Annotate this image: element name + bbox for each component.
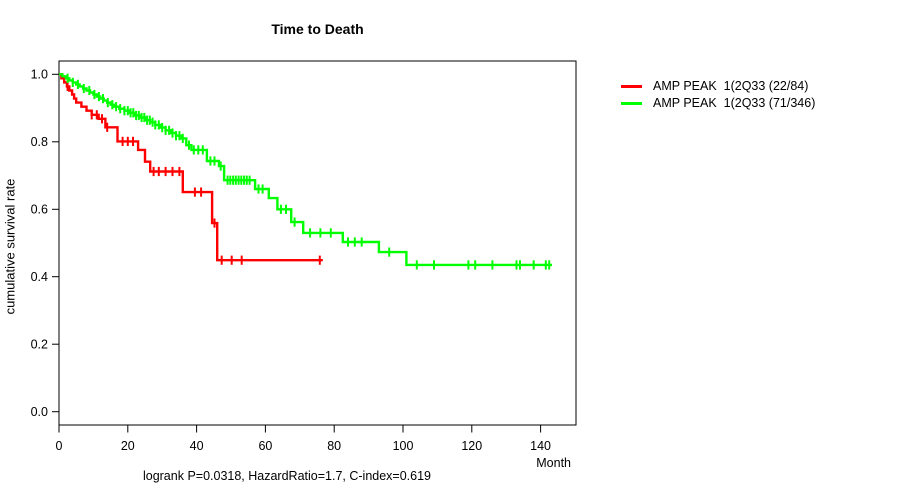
legend: AMP PEAK 1(2Q33 (22/84) AMP PEAK 1(2Q33 … <box>621 79 815 110</box>
x-axis-tick-label: 100 <box>393 439 414 453</box>
x-axis-tick-label: 40 <box>190 439 204 453</box>
y-axis-tick-label: 1.0 <box>31 68 48 82</box>
x-axis-tick-label: 80 <box>327 439 341 453</box>
legend-label-group1: AMP PEAK 1(2Q33 (22/84) <box>653 79 809 93</box>
legend-label-group2: AMP PEAK 1(2Q33 (71/346) <box>653 96 816 110</box>
y-axis-tick-label: 0.2 <box>31 338 48 352</box>
legend-line-sample-green <box>621 101 642 105</box>
statistics-annotation: logrank P=0.0318, HazardRatio=1.7, C-ind… <box>142 469 432 483</box>
y-axis-tick-label: 0.8 <box>31 135 48 149</box>
km-curve-red <box>59 73 323 262</box>
x-axis-tick-label: 60 <box>258 439 272 453</box>
y-axis-tick-label: 0.4 <box>31 270 48 284</box>
x-axis-tick-label: 20 <box>121 439 135 453</box>
x-axis-tick-label: 140 <box>530 439 551 453</box>
x-axis-tick-label: 120 <box>461 439 482 453</box>
legend-item-group1: AMP PEAK 1(2Q33 (22/84) <box>621 79 815 93</box>
x-axis-tick-label: 0 <box>56 439 63 453</box>
y-axis-tick-label: 0.0 <box>31 405 48 419</box>
x-axis-title: Month <box>536 456 571 470</box>
km-curve-green <box>59 73 552 267</box>
plot-title: Time to Death <box>271 21 364 37</box>
plot-box <box>58 60 577 426</box>
y-axis-tick-label: 0.6 <box>31 203 48 217</box>
legend-line-sample-red <box>621 84 642 88</box>
legend-item-group2: AMP PEAK 1(2Q33 (71/346) <box>621 96 815 110</box>
